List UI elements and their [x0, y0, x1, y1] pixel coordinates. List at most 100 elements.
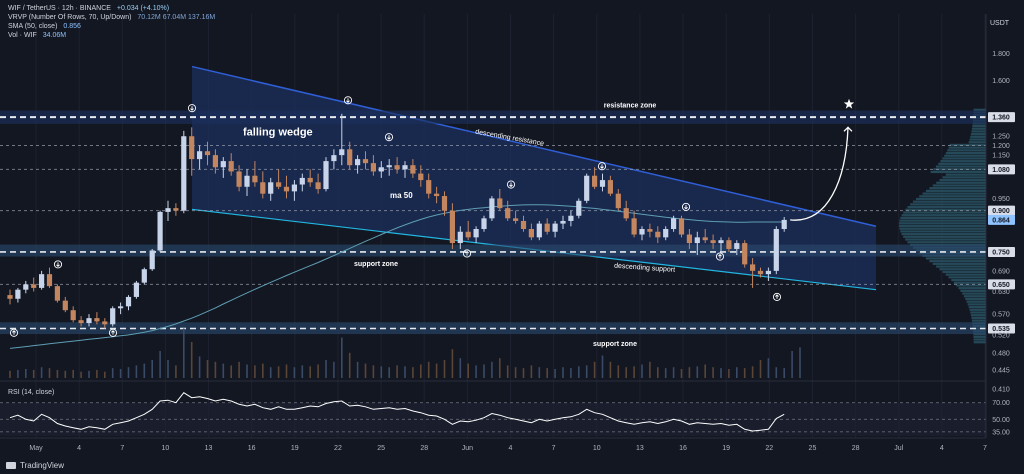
candle-body [94, 318, 100, 322]
candle-body [560, 220, 566, 224]
candle [520, 215, 527, 232]
profile-bar [936, 265, 986, 268]
volume-bar [562, 367, 564, 378]
volume-bar [301, 365, 304, 378]
profile-bar [970, 314, 986, 317]
marker-arrow [684, 204, 688, 210]
marker-circle [681, 202, 691, 211]
arrow-marker-icon [187, 104, 197, 113]
profile-bar [912, 200, 986, 203]
profile-bar [900, 230, 986, 233]
x-tick-label: 16 [248, 445, 256, 452]
volume-bar [609, 361, 612, 378]
volume-bar [262, 363, 264, 378]
profile-bar [942, 270, 986, 274]
candle-body [204, 151, 211, 156]
candle [599, 173, 606, 192]
x-tick-label: 4 [509, 445, 513, 452]
price-tick-label: 0.445 [992, 368, 1010, 375]
candle [386, 159, 392, 176]
profile-bar [925, 189, 986, 192]
candle-body [149, 250, 155, 270]
candle [118, 302, 124, 315]
profile-bar [971, 130, 986, 133]
volume-bar [506, 365, 509, 378]
price-tag [988, 205, 1015, 216]
candle [149, 248, 155, 271]
candle [141, 267, 147, 285]
profile-bar [973, 338, 986, 341]
marker-arrow [600, 164, 604, 169]
candle [283, 175, 290, 199]
projection-arrow [790, 127, 849, 221]
candle [592, 167, 598, 190]
volume-bar [96, 369, 98, 378]
candle [584, 173, 590, 204]
candle [307, 169, 313, 187]
profile-bar [929, 260, 986, 263]
price-tick-label: 0.520 [992, 332, 1010, 339]
volume-bar [783, 368, 785, 378]
volume-bar [522, 368, 525, 378]
volume-bar [356, 361, 359, 378]
marker-circle [384, 133, 394, 142]
legend-vrvp: VRVP (Number Of Rows, 70, Up/Down) 70.12… [8, 13, 215, 22]
rsi-label: RSI (14, close) [8, 389, 54, 396]
volume-bar [230, 365, 232, 378]
candle-body [283, 186, 290, 192]
candle-body [497, 198, 503, 209]
candle-body [125, 296, 132, 307]
vol-value: 34.06M [42, 32, 67, 39]
arrow-marker-icon [506, 180, 516, 189]
candle [260, 171, 266, 199]
descending-resistance-line [191, 65, 877, 228]
candle-body [655, 231, 661, 238]
candle-body [694, 237, 700, 244]
x-tick-label: 22 [334, 445, 342, 452]
candle [607, 175, 613, 197]
volume-bar [775, 367, 778, 378]
candle-body [110, 308, 116, 325]
candle-body [86, 318, 92, 324]
candle-body [212, 155, 218, 168]
x-tick-label: 19 [722, 445, 730, 452]
candle [70, 306, 76, 323]
profile-bar [907, 205, 986, 209]
volume-bar [696, 366, 699, 378]
volume-bar [293, 367, 296, 378]
profile-bar [947, 149, 986, 152]
candle-body [781, 219, 787, 230]
candles[interactable] [7, 113, 787, 329]
volume-bar [269, 367, 272, 378]
candle-body [410, 165, 416, 174]
volume-bar [743, 368, 746, 378]
volume-bar [88, 370, 90, 378]
arrow-marker-icon [108, 328, 118, 337]
candle [370, 155, 376, 176]
candle [734, 240, 740, 256]
x-tick-label: 4 [940, 445, 944, 452]
candle [742, 240, 748, 268]
candle-body [734, 243, 740, 249]
candle-body [647, 229, 653, 232]
candle-body [220, 161, 226, 168]
arrow-marker-icon [597, 162, 607, 171]
candle [481, 215, 487, 232]
profile-bar [939, 268, 986, 271]
price-zones [0, 110, 986, 335]
marker-arrow [12, 330, 16, 335]
price-tick-label: 1.200 [992, 143, 1010, 150]
candle-body [23, 284, 29, 290]
profile-bar [960, 289, 986, 292]
volume-bar [254, 365, 256, 378]
price-tick-label: 0.950 [992, 196, 1010, 203]
volume-bar [127, 367, 130, 378]
volume-bar [467, 363, 469, 378]
candle [204, 141, 211, 166]
volume-bar [720, 368, 722, 378]
candle-body [244, 175, 250, 187]
volume-bar [593, 361, 596, 378]
price-tick-label: 0.690 [992, 268, 1010, 275]
marker-circle [462, 249, 472, 258]
